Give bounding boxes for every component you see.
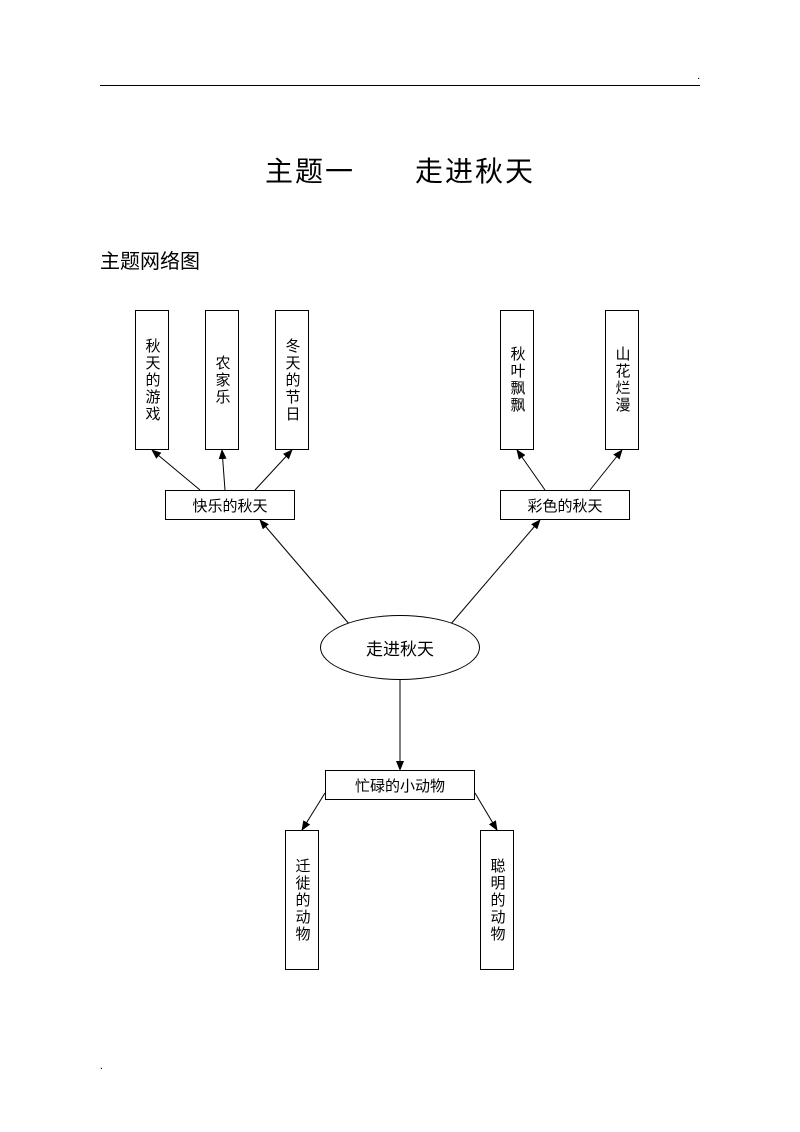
node-root: 走进秋天	[320, 615, 480, 680]
footer-mark: .	[100, 1060, 103, 1072]
node-happy-autumn: 快乐的秋天	[165, 490, 295, 520]
leaf-mountain-flowers: 山花烂漫	[605, 310, 639, 450]
top-rule	[100, 85, 700, 86]
header-mark: .	[697, 70, 700, 82]
leaf-autumn-games: 秋天的游戏	[135, 310, 169, 450]
page-subtitle: 主题网络图	[100, 245, 200, 274]
node-colorful-autumn: 彩色的秋天	[500, 490, 630, 520]
leaf-falling-leaves: 秋叶飘飘	[500, 310, 534, 450]
node-busy-animals: 忙碌的小动物	[325, 770, 475, 800]
page-title: 主题一 走进秋天	[0, 150, 800, 190]
page: . 主题一 走进秋天 主题网络图 走进秋天 快乐的秋天 彩色的秋天 忙碌的小动物…	[0, 0, 800, 1132]
leaf-winter-festival: 冬天的节日	[275, 310, 309, 450]
leaf-clever-animals: 聪明的动物	[480, 830, 514, 970]
leaf-farm-joy: 农家乐	[205, 310, 239, 450]
leaf-migrating-animals: 迁徙的动物	[285, 830, 319, 970]
